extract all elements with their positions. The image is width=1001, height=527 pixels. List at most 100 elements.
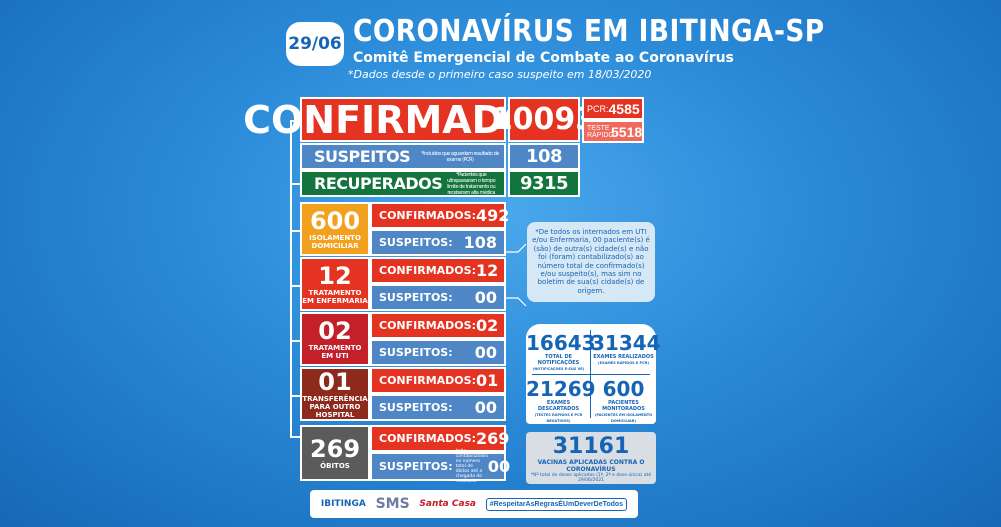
suspect-value: 00: [474, 288, 497, 307]
confirmed-label: CONFIRMADOS:: [379, 432, 476, 445]
stat-sublabel: (TESTES RÁPIDOS E PCR NEGATIVOS): [534, 413, 583, 423]
category-suspect-row: SUSPEITOS: 00: [370, 394, 506, 421]
rapid-test-label: TESTE RÁPIDO:: [587, 124, 616, 139]
suspect-label: SUSPEITOS:: [379, 401, 453, 414]
date-badge: 29/06: [286, 22, 344, 66]
rapid-test-value: 5518: [611, 123, 643, 140]
category-text: ISOLAMENTO DOMICILIAR: [309, 234, 361, 250]
confirmed-label: CONFIRMADOS:: [379, 264, 476, 277]
bracket-tick: [290, 230, 302, 232]
recovered-value: 9315: [508, 170, 580, 197]
stat-label: EXAMES DESCARTADOS: [537, 400, 580, 412]
vaccines-value: 31161: [552, 434, 630, 459]
category-suspect-row: SUSPEITOS: 00: [370, 339, 506, 366]
category-confirmed-row: CONFIRMADOS: 492: [370, 202, 510, 229]
suspect-note: *não contabilizados no número total de ó…: [455, 449, 488, 484]
category-number: 600: [309, 207, 361, 235]
bracket-tick: [290, 395, 302, 397]
suspect-label: SUSPEITOS:: [379, 460, 453, 473]
stat-discarded: 21269 EXAMES DESCARTADOS (TESTES RÁPIDOS…: [526, 377, 596, 424]
category-number: 12: [318, 262, 352, 290]
vaccines-sublabel: *Nº total de doses aplicadas (1ª, 2ª e d…: [530, 473, 652, 483]
vaccines-label: VACINAS APLICADAS CONTRA O CORONAVÍRUS: [537, 459, 645, 473]
confirmed-value: 10093: [492, 97, 596, 142]
suspect-value: 108: [463, 233, 497, 252]
category-text: TRANSFERÊNCIA PARA OUTRO HOSPITAL: [302, 395, 368, 419]
pcr-label: PCR:: [587, 103, 609, 114]
stat-exams: 31344 EXAMES REALIZADOS (EXAMES RÁPIDOS …: [591, 331, 661, 366]
ibitinga-logo: IBITINGA: [320, 499, 366, 509]
category-confirmed-row: CONFIRMADOS: 02: [370, 312, 506, 339]
vaccines-box: 31161 VACINAS APLICADAS CONTRA O CORONAV…: [526, 432, 656, 484]
category-text: TRATAMENTO EM UTI: [308, 344, 362, 360]
suspect-value: 00: [474, 398, 497, 417]
category-home-isolation: 600 ISOLAMENTO DOMICILIAR: [300, 202, 370, 256]
category-confirmed-row: CONFIRMADOS: 269: [370, 425, 510, 452]
stat-monitored: 600 PACIENTES MONITORADOS (PACIENTES EM …: [591, 378, 656, 424]
category-ward-treatment: 12 TRATAMENTO EM ENFERMARIA: [300, 257, 370, 311]
stat-notifications: 16643 TOTAL DE NOTIFICAÇÕES (NOTIFICAÇÕE…: [526, 331, 596, 372]
footer-logos: IBITINGA SMS Santa Casa #RespeitarAsRegr…: [310, 490, 638, 518]
category-transfer: 01 TRANSFERÊNCIA PARA OUTRO HOSPITAL: [300, 367, 370, 421]
hashtag-badge: #RespeitarAsRegrasÉUmDeverDeTodos: [485, 497, 628, 511]
suspect-label: SUSPEITOS:: [379, 236, 453, 249]
confirmed-label: CONFIRMADOS:: [379, 209, 476, 222]
category-number: 02: [318, 317, 352, 345]
confirmed-value: 269: [475, 429, 510, 448]
stats-divider: [532, 374, 650, 375]
suspect-value: 00: [474, 343, 497, 362]
confirmed-label: CONFIRMADOS:: [379, 374, 476, 387]
suspect-label: SUSPEITOS:: [379, 291, 453, 304]
stat-value: 21269: [526, 377, 596, 401]
data-note: *Dados desde o primeiro caso suspeito em…: [348, 68, 652, 81]
pcr-value: 4585: [608, 100, 640, 117]
stat-label: TOTAL DE NOTIFICAÇÕES: [537, 354, 580, 366]
bracket-line: [290, 120, 302, 438]
santa-casa-logo: Santa Casa: [419, 499, 477, 509]
suspect-label: SUSPEITOS:: [379, 346, 453, 359]
confirmed-value: 12: [475, 261, 499, 280]
category-confirmed-row: CONFIRMADOS: 12: [370, 257, 506, 284]
sms-logo: SMS: [375, 496, 410, 512]
page-subtitle: Comitê Emergencial de Combate ao Coronav…: [353, 50, 734, 66]
confirmed-label: CONFIRMADOS:: [379, 319, 476, 332]
stat-label: PACIENTES MONITORADOS: [602, 400, 645, 412]
confirmed-value: 02: [475, 316, 499, 335]
category-deaths: 269 ÓBITOS: [300, 425, 370, 481]
category-confirmed-row: CONFIRMADOS: 01: [370, 367, 506, 394]
suspects-row: SUSPEITOS *Incluídos que aguardam result…: [300, 143, 506, 170]
category-suspect-row: SUSPEITOS: 108: [370, 229, 506, 256]
stat-value: 31344: [591, 331, 661, 355]
bracket-tick: [290, 340, 302, 342]
bracket-tick: [290, 183, 302, 185]
stat-sublabel: (EXAMES RÁPIDOS E PCR): [598, 361, 649, 365]
category-suspect-row: SUSPEITOS: 00: [370, 284, 506, 311]
stat-sublabel: (NOTIFICAÇÕES E-SUS VE): [532, 367, 585, 371]
category-text: ÓBITOS: [320, 462, 350, 470]
category-suspect-row: SUSPEITOS: *não contabilizados no número…: [370, 449, 510, 484]
page-title: CORONAVÍRUS EM IBITINGA-SP: [353, 14, 825, 49]
recovered-note: *Pacientes que ultrapassaram o tempo lim…: [447, 171, 496, 196]
connector-lines: [506, 243, 527, 307]
suspects-value: 108: [508, 143, 580, 170]
pcr-row: PCR: 4585: [582, 97, 644, 120]
confirmed-value: 492: [475, 206, 510, 225]
suspects-note: *Incluídos que aguardam resultado de exa…: [421, 150, 499, 163]
rapid-test-row: TESTE RÁPIDO: 5518: [582, 120, 644, 143]
recovered-label: RECUPERADOS: [314, 174, 443, 193]
stat-value: 16643: [526, 331, 596, 355]
stats-box: 16643 TOTAL DE NOTIFICAÇÕES (NOTIFICAÇÕE…: [526, 324, 661, 424]
notice-bubble: *De todos os internados em UTI e/ou Enfe…: [527, 222, 655, 302]
suspects-label: SUSPEITOS: [314, 147, 411, 166]
category-text: TRATAMENTO EM ENFERMARIA: [302, 289, 368, 305]
suspect-value: 00: [487, 457, 511, 476]
category-number: 269: [309, 435, 361, 463]
stat-sublabel: (PACIENTES EM ISOLAMENTO DOMICILIAR): [594, 413, 653, 423]
confirmed-label: CONFIRMADOS: [243, 97, 563, 142]
category-icu-treatment: 02 TRATAMENTO EM UTI: [300, 312, 370, 366]
confirmed-value: 01: [475, 371, 499, 390]
bracket-tick: [290, 285, 302, 287]
stat-value: 600: [602, 377, 645, 401]
recovered-row: RECUPERADOS *Pacientes que ultrapassaram…: [300, 170, 506, 197]
stat-label: EXAMES REALIZADOS: [593, 354, 654, 360]
